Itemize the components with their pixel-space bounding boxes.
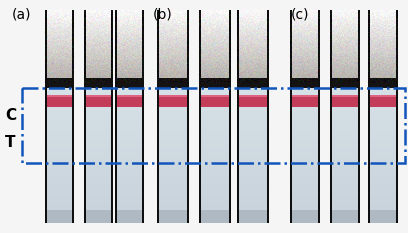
Text: (a): (a)	[12, 8, 31, 22]
Bar	[22, 88, 405, 163]
Text: T: T	[5, 135, 16, 150]
Text: C: C	[5, 108, 16, 123]
Text: (c): (c)	[291, 8, 310, 22]
Text: (b): (b)	[153, 8, 173, 22]
